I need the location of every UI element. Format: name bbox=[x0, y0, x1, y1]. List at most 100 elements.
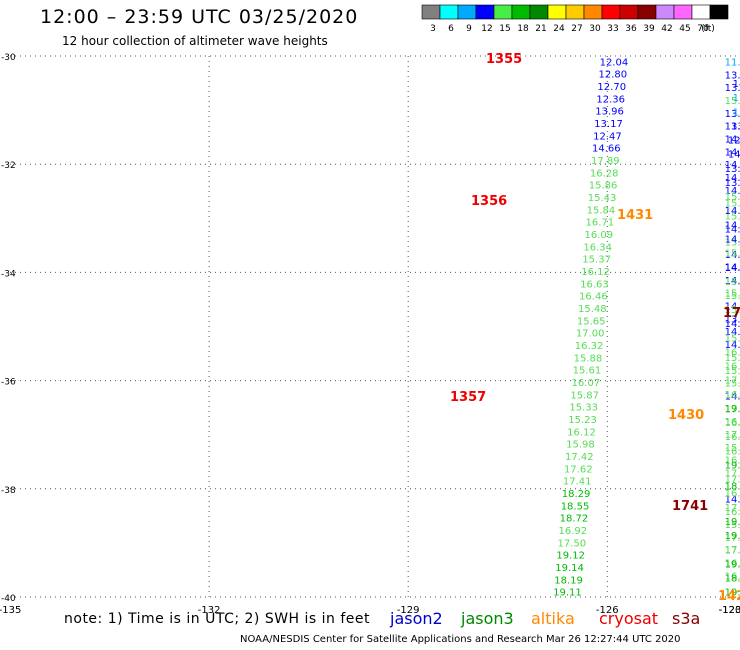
pass-time-label: 1741 bbox=[672, 499, 708, 514]
swh-value: 13.58 bbox=[725, 109, 740, 120]
swh-value: 16.80 bbox=[725, 489, 740, 500]
figure-title: 12:00 – 23:59 UTC 03/25/2020 bbox=[40, 6, 359, 28]
swh-value: 17.33 bbox=[725, 503, 740, 514]
lat-tick-label: -38 bbox=[1, 486, 16, 496]
swh-value: 16.02 bbox=[725, 347, 740, 358]
swh-value: 16.34 bbox=[583, 242, 612, 253]
lat-tick-label: -34 bbox=[1, 269, 16, 279]
swh-value: 11.85 bbox=[725, 57, 740, 68]
pass-time-label: 1357 bbox=[450, 390, 486, 405]
swh-value: 14.18 bbox=[725, 234, 740, 245]
lon-tick-label: -135 bbox=[0, 605, 21, 616]
swh-value: 12.36 bbox=[596, 94, 625, 105]
swh-value: 17.42 bbox=[565, 452, 594, 463]
swh-value: 16.70 bbox=[725, 432, 740, 443]
swh-value: 15.58 bbox=[725, 199, 740, 210]
swh-value: 12.70 bbox=[597, 82, 626, 93]
swh-value: 14.12 bbox=[725, 302, 740, 313]
swh-value: 14.16 bbox=[725, 263, 740, 274]
swh-value: 16.46 bbox=[579, 292, 608, 303]
legend-label: 21 bbox=[535, 24, 546, 34]
swh-value: 13.89 bbox=[725, 178, 740, 189]
swh-value: 16.65 bbox=[725, 571, 740, 582]
legend-label: 45 bbox=[679, 24, 690, 34]
swh-value: 11 bbox=[733, 107, 740, 118]
swh-value: 14.66 bbox=[592, 144, 621, 155]
pass-time-label: 1355 bbox=[486, 52, 522, 67]
swh-value: 15.99 bbox=[725, 443, 740, 454]
swh-value: 16.79 bbox=[725, 559, 740, 570]
figure-subtitle: 12 hour collection of altimeter wave hei… bbox=[62, 34, 328, 48]
swh-value: 16.38 bbox=[725, 417, 740, 428]
swh-value: 19.18 bbox=[725, 531, 740, 542]
lon-tick-label: -123 bbox=[719, 605, 740, 616]
swh-value: 14.12 bbox=[725, 276, 740, 287]
swh-value: 15.86 bbox=[589, 181, 618, 192]
swh-value: 14.56 bbox=[725, 147, 740, 158]
swh-value: 11 bbox=[733, 93, 740, 104]
swh-value: 15.24 bbox=[725, 212, 740, 223]
swh-value: 14.57 bbox=[725, 206, 740, 217]
pass-time-label: 1431 bbox=[617, 208, 653, 223]
swh-value: 15.84 bbox=[587, 205, 616, 216]
swh-value: 16.51 bbox=[725, 507, 740, 518]
swh-value: 15.37 bbox=[582, 255, 611, 266]
swh-value: 19.05 bbox=[725, 559, 740, 570]
pass-time-label: 142 bbox=[718, 589, 740, 604]
swh-value: 17.62 bbox=[564, 464, 593, 475]
swh-value: 16.32 bbox=[575, 341, 604, 352]
legend-label: 15 bbox=[499, 24, 510, 34]
swh-value: 17.00 bbox=[576, 329, 605, 340]
swh-value: 13.91 bbox=[725, 83, 740, 94]
swh-value: 16.28 bbox=[590, 168, 619, 179]
swh-value: 15.33 bbox=[569, 403, 598, 414]
swh-value: 17.40 bbox=[725, 546, 740, 557]
swh-value: 13. bbox=[731, 121, 740, 132]
legend-label: 33 bbox=[607, 24, 618, 34]
swh-value: 16.92 bbox=[559, 526, 588, 537]
swh-value: 16.47 bbox=[725, 362, 740, 373]
swh-value: 14.93 bbox=[725, 220, 740, 231]
swh-value: 15.46 bbox=[725, 333, 740, 344]
swh-value: 18.55 bbox=[561, 501, 590, 512]
swh-value: 15.24 bbox=[725, 289, 740, 300]
swh-value: 17.41 bbox=[563, 477, 592, 488]
legend-label: 42 bbox=[661, 24, 672, 34]
swh-value: 14.85 bbox=[725, 340, 740, 351]
swh-value: 14.45 bbox=[725, 263, 740, 274]
legend-swatch bbox=[709, 4, 729, 20]
swh-value: 13.17 bbox=[594, 119, 623, 130]
swh-value: 15.67 bbox=[725, 192, 740, 203]
lat-tick-label: -36 bbox=[1, 378, 16, 388]
swh-value: 16.63 bbox=[580, 279, 609, 290]
swh-value: 13.64 bbox=[725, 164, 740, 175]
swh-value: 17.12 bbox=[725, 475, 740, 486]
pass-time-label: 1430 bbox=[668, 408, 704, 423]
legend-label: 12 bbox=[481, 24, 492, 34]
swh-value: 15.43 bbox=[588, 193, 617, 204]
swh-value: 13.06 bbox=[725, 314, 740, 325]
swh-value: 18.19 bbox=[554, 575, 583, 586]
legend-label: 9 bbox=[466, 24, 472, 34]
satellite-name-s3a: s3a bbox=[672, 609, 701, 628]
swh-value: 17.36 bbox=[725, 404, 740, 415]
swh-value: 16.23 bbox=[725, 418, 740, 429]
swh-value: 15.65 bbox=[577, 316, 606, 327]
swh-value: 17.58 bbox=[725, 376, 740, 387]
swh-value: 17.51 bbox=[725, 469, 740, 480]
swh-value: 14.51 bbox=[725, 135, 740, 146]
legend-label: 30 bbox=[589, 24, 601, 34]
swh-value: 12.04 bbox=[600, 57, 629, 68]
swh-value: 15.98 bbox=[566, 440, 595, 451]
swh-value: 15.31 bbox=[725, 379, 740, 390]
swh-value: 15.03 bbox=[725, 305, 740, 316]
swh-value: 16.34 bbox=[725, 390, 740, 401]
satellite-name-jason3: jason3 bbox=[461, 609, 514, 628]
swh-value: 19.12 bbox=[556, 551, 585, 562]
swh-value: 14.84 bbox=[725, 494, 740, 505]
swh-value: 16.12 bbox=[567, 427, 596, 438]
swh-value: 15.29 bbox=[725, 353, 740, 364]
swh-value: 18.81 bbox=[725, 481, 740, 492]
